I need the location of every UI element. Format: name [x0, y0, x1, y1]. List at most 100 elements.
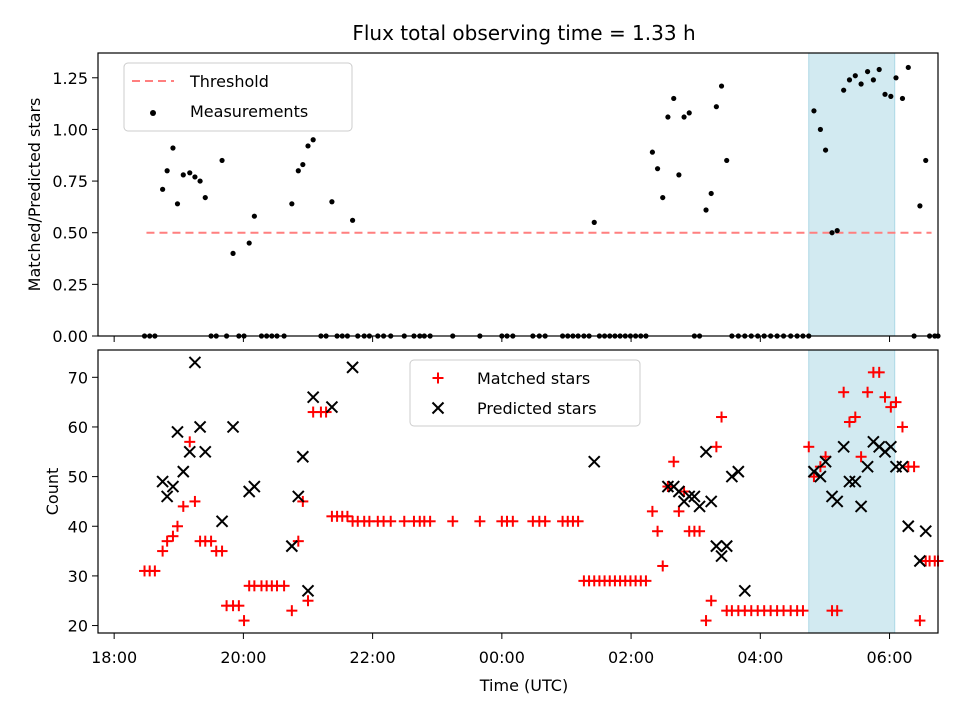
- predicted-star-point: [199, 445, 212, 458]
- predicted-star-point-b: [699, 445, 713, 458]
- matched-star-point: [797, 605, 809, 617]
- x-tick-label: 06:00: [866, 648, 912, 667]
- bottom-y-tick-label: 40: [68, 517, 88, 536]
- predicted-star-point-b: [902, 520, 915, 533]
- matched-star-point: [385, 515, 397, 527]
- predicted-star-point-b: [306, 390, 320, 404]
- predicted-star-point: [683, 490, 696, 503]
- measurement-point: [718, 83, 725, 89]
- legend-matched-swatch: [432, 372, 444, 384]
- top-legend: Threshold Measurements: [123, 62, 353, 132]
- measurement-point: [811, 108, 817, 114]
- predicted-star-point-b: [156, 475, 169, 488]
- x-tick-label: 04:00: [737, 648, 783, 667]
- predicted-star-point: [688, 490, 701, 503]
- predicted-star-point-b: [346, 361, 359, 374]
- measurement-point: [660, 194, 666, 201]
- legend-predicted-marker: [431, 401, 445, 415]
- predicted-star-point-b: [807, 465, 821, 478]
- legend-matched-marker: [432, 372, 444, 384]
- bottom-y-axis-label: Count: [43, 468, 62, 516]
- matched-star-point: [716, 411, 728, 423]
- matched-star-point: [873, 366, 885, 378]
- top-y-tick-label: 0.00: [52, 327, 88, 346]
- predicted-star-point-b: [814, 470, 827, 483]
- predicted-star-point: [301, 584, 315, 598]
- matched-star-point: [398, 515, 410, 527]
- bottom-highlight-span: [808, 349, 896, 634]
- matched-star-point: [896, 421, 908, 433]
- predicted-star-point: [346, 361, 359, 374]
- top-highlight-rect: [808, 52, 896, 337]
- matched-star-point: [149, 565, 161, 577]
- legend-measurements-label: Measurements: [190, 102, 308, 121]
- measurement-point: [329, 199, 335, 205]
- matched-star-point: [843, 416, 855, 428]
- x-axis-label: Time (UTC): [479, 676, 568, 695]
- x-tick-label: 00:00: [479, 648, 525, 667]
- predicted-star-point: [171, 425, 184, 439]
- matched-star-point: [161, 535, 173, 547]
- predicted-star-point: [215, 515, 229, 528]
- matched-star-point: [278, 580, 290, 592]
- matched-star-point: [189, 495, 201, 507]
- bottom-y-tick-label: 30: [68, 567, 88, 586]
- predicted-star-point-b: [672, 485, 686, 498]
- matched-star-point: [167, 530, 179, 542]
- legend-predicted-marker-b: [431, 401, 445, 415]
- predicted-star-point: [715, 549, 728, 563]
- measurement-point: [202, 194, 208, 201]
- measurement-point: [899, 95, 906, 102]
- measurement-point: [251, 213, 257, 219]
- bottom-axes-frame: [97, 349, 939, 634]
- top-highlight-span: [808, 52, 896, 337]
- predicted-star-point: [732, 465, 745, 478]
- measurement-point: [923, 157, 929, 164]
- matched-star-point: [640, 575, 652, 587]
- bottom-y-tick-label: 60: [68, 418, 88, 437]
- predicted-star-point: [913, 554, 927, 568]
- predicted-star-point: [919, 525, 932, 538]
- predicted-star-point-b: [732, 465, 745, 478]
- measurement-point: [649, 149, 656, 155]
- bottom-highlight-rect: [808, 349, 896, 634]
- measurement-point: [174, 201, 181, 207]
- predicted-star-point-b: [226, 420, 240, 434]
- predicted-stars-series: [156, 356, 932, 598]
- predicted-star-point-b: [913, 554, 927, 568]
- matched-star-point: [879, 391, 891, 403]
- top-x-ticks: [113, 336, 891, 342]
- predicted-star-point: [849, 475, 862, 488]
- predicted-star-point: [830, 495, 844, 508]
- measurement-point: [708, 190, 714, 197]
- measurement-point: [841, 87, 847, 93]
- predicted-star-point: [325, 400, 339, 414]
- predicted-star-point-b: [683, 490, 696, 503]
- matched-star-point: [673, 505, 685, 517]
- matched-star-point: [424, 515, 436, 527]
- measurement-point: [349, 217, 356, 223]
- legend-predicted-label: Predicted stars: [477, 399, 597, 418]
- legend-threshold-label: Threshold: [189, 72, 269, 91]
- matched-star-point: [838, 386, 850, 398]
- predicted-star-point: [819, 455, 832, 468]
- predicted-star-point-b: [285, 539, 299, 553]
- legend-predicted-swatch: [431, 401, 445, 415]
- predicted-star-point: [699, 445, 713, 458]
- top-y-tick-label: 1.00: [52, 120, 88, 139]
- top-legend-box: [123, 62, 353, 132]
- matched-star-point: [885, 401, 897, 413]
- matched-star-point: [286, 605, 298, 617]
- predicted-star-point: [710, 539, 723, 553]
- measurement-point: [893, 75, 899, 81]
- x-tick-label: 02:00: [608, 648, 654, 667]
- measurement-point: [187, 170, 193, 176]
- x-tick-label: 22:00: [350, 648, 396, 667]
- predicted-star-point: [896, 460, 909, 473]
- predicted-star-point: [807, 465, 821, 478]
- measurement-point: [713, 104, 719, 110]
- predicted-star-point-b: [171, 425, 184, 439]
- matched-star-point: [157, 545, 169, 557]
- predicted-star-point-b: [725, 470, 739, 483]
- matched-star-point: [447, 515, 459, 527]
